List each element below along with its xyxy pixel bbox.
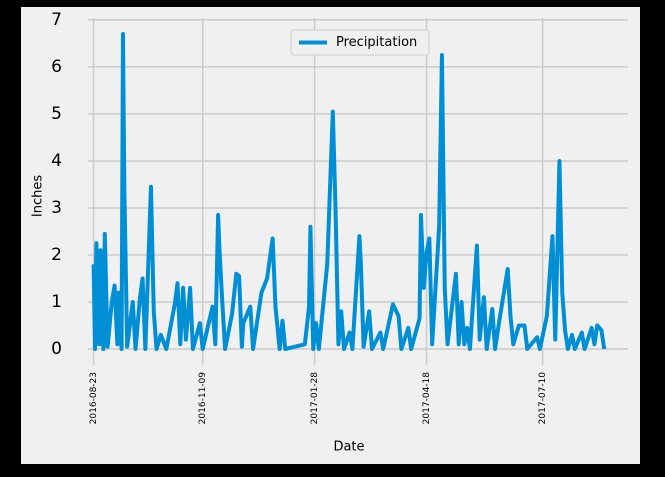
- y-tick-label: 0: [51, 339, 62, 359]
- y-tick-label: 2: [51, 245, 62, 265]
- y-tick-label: 7: [51, 10, 62, 30]
- y-tick-label: 1: [51, 292, 62, 312]
- y-tick-label: 5: [51, 104, 62, 124]
- y-tick-label: 6: [51, 57, 62, 77]
- legend-box: [290, 29, 430, 56]
- legend: Precipitation: [290, 29, 430, 56]
- y-tick-label: 3: [51, 198, 62, 218]
- y-axis-label: Inches: [31, 175, 46, 217]
- x-tick-label: 2017-07-10: [538, 372, 548, 425]
- x-tick-label: 2016-11-09: [198, 372, 208, 425]
- x-axis-label: Date: [333, 440, 364, 455]
- x-tick-label: 2017-04-18: [422, 372, 432, 425]
- precipitation-line: [91, 31, 607, 352]
- legend-label: Precipitation: [336, 35, 417, 50]
- x-tick-label: 2016-08-23: [89, 372, 99, 424]
- x-tick-label: 2017-01-28: [310, 372, 320, 425]
- y-tick-label: 4: [51, 151, 62, 171]
